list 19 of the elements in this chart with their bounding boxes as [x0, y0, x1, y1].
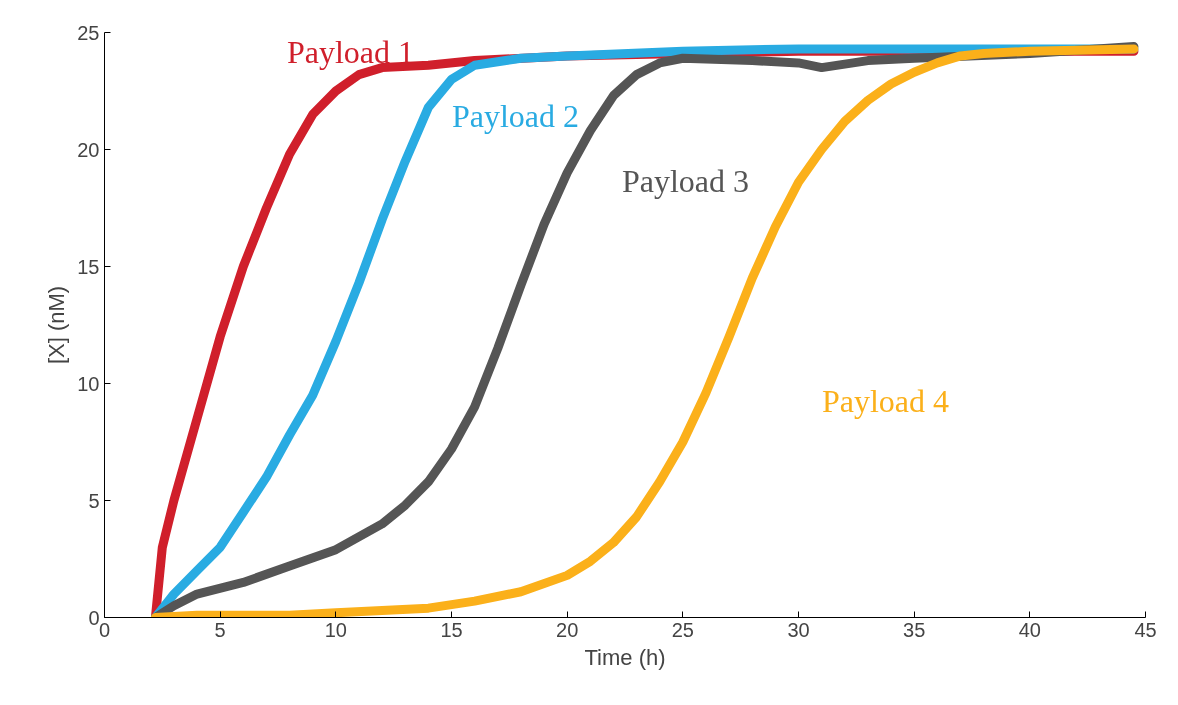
text: Payload 4 [821, 382, 950, 419]
series-label: Payload 3 [621, 162, 750, 199]
x-tick-label: 5 [214, 618, 226, 641]
x-tick-label: 25 [671, 618, 694, 641]
x-tick-label: 40 [1018, 618, 1041, 641]
y-axis-title: [X] (nM) [44, 285, 70, 365]
x-tick-label: 30 [787, 618, 810, 641]
y-tick-label: 10 [77, 372, 100, 395]
y-tick-label: 15 [77, 255, 100, 278]
x-tick-label: 35 [903, 618, 926, 641]
series-label: Payload 2 [451, 97, 580, 134]
x-tick-label: 45 [1134, 618, 1157, 641]
x-tick-label: 15 [440, 618, 463, 641]
x-tick-label: 10 [324, 618, 347, 641]
y-tick-label: 20 [77, 138, 100, 161]
y-tick-label: 5 [88, 489, 100, 512]
y-tick-label: 25 [77, 21, 100, 44]
x-tick-label: 20 [556, 618, 579, 641]
x-axis-title: Time (h) [584, 644, 666, 670]
